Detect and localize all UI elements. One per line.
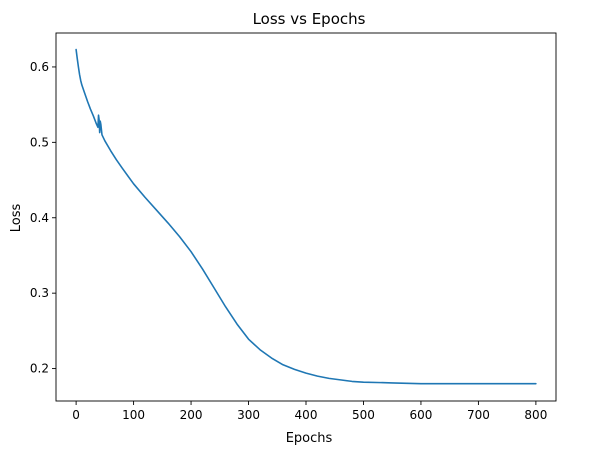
x-tick-label: 100 xyxy=(122,408,145,422)
x-tick-label: 800 xyxy=(524,408,547,422)
y-tick-label: 0.5 xyxy=(30,135,49,149)
plot-area: 0 100 200 300 400 500 600 700 800 0.2 0.3 0.4 0.5 0.6 xyxy=(30,32,557,422)
x-tick-label: 600 xyxy=(409,408,432,422)
x-tick-label: 700 xyxy=(467,408,490,422)
x-tick-label: 200 xyxy=(180,408,203,422)
x-tick-label: 500 xyxy=(352,408,375,422)
axes-frame xyxy=(55,32,557,402)
chart-title: Loss vs Epochs xyxy=(253,10,366,28)
x-axis-label: Epochs xyxy=(286,431,333,446)
y-tick-label: 0.3 xyxy=(30,286,49,300)
series-line-0 xyxy=(75,48,537,385)
x-tick-label: 0 xyxy=(72,408,80,422)
y-axis-label: Loss xyxy=(9,204,24,233)
y-tick-label: 0.4 xyxy=(30,211,49,225)
x-tick-label: 300 xyxy=(237,408,260,422)
y-tick-label: 0.6 xyxy=(30,60,49,74)
x-tick-label: 400 xyxy=(295,408,318,422)
y-tick-label: 0.2 xyxy=(30,362,49,376)
